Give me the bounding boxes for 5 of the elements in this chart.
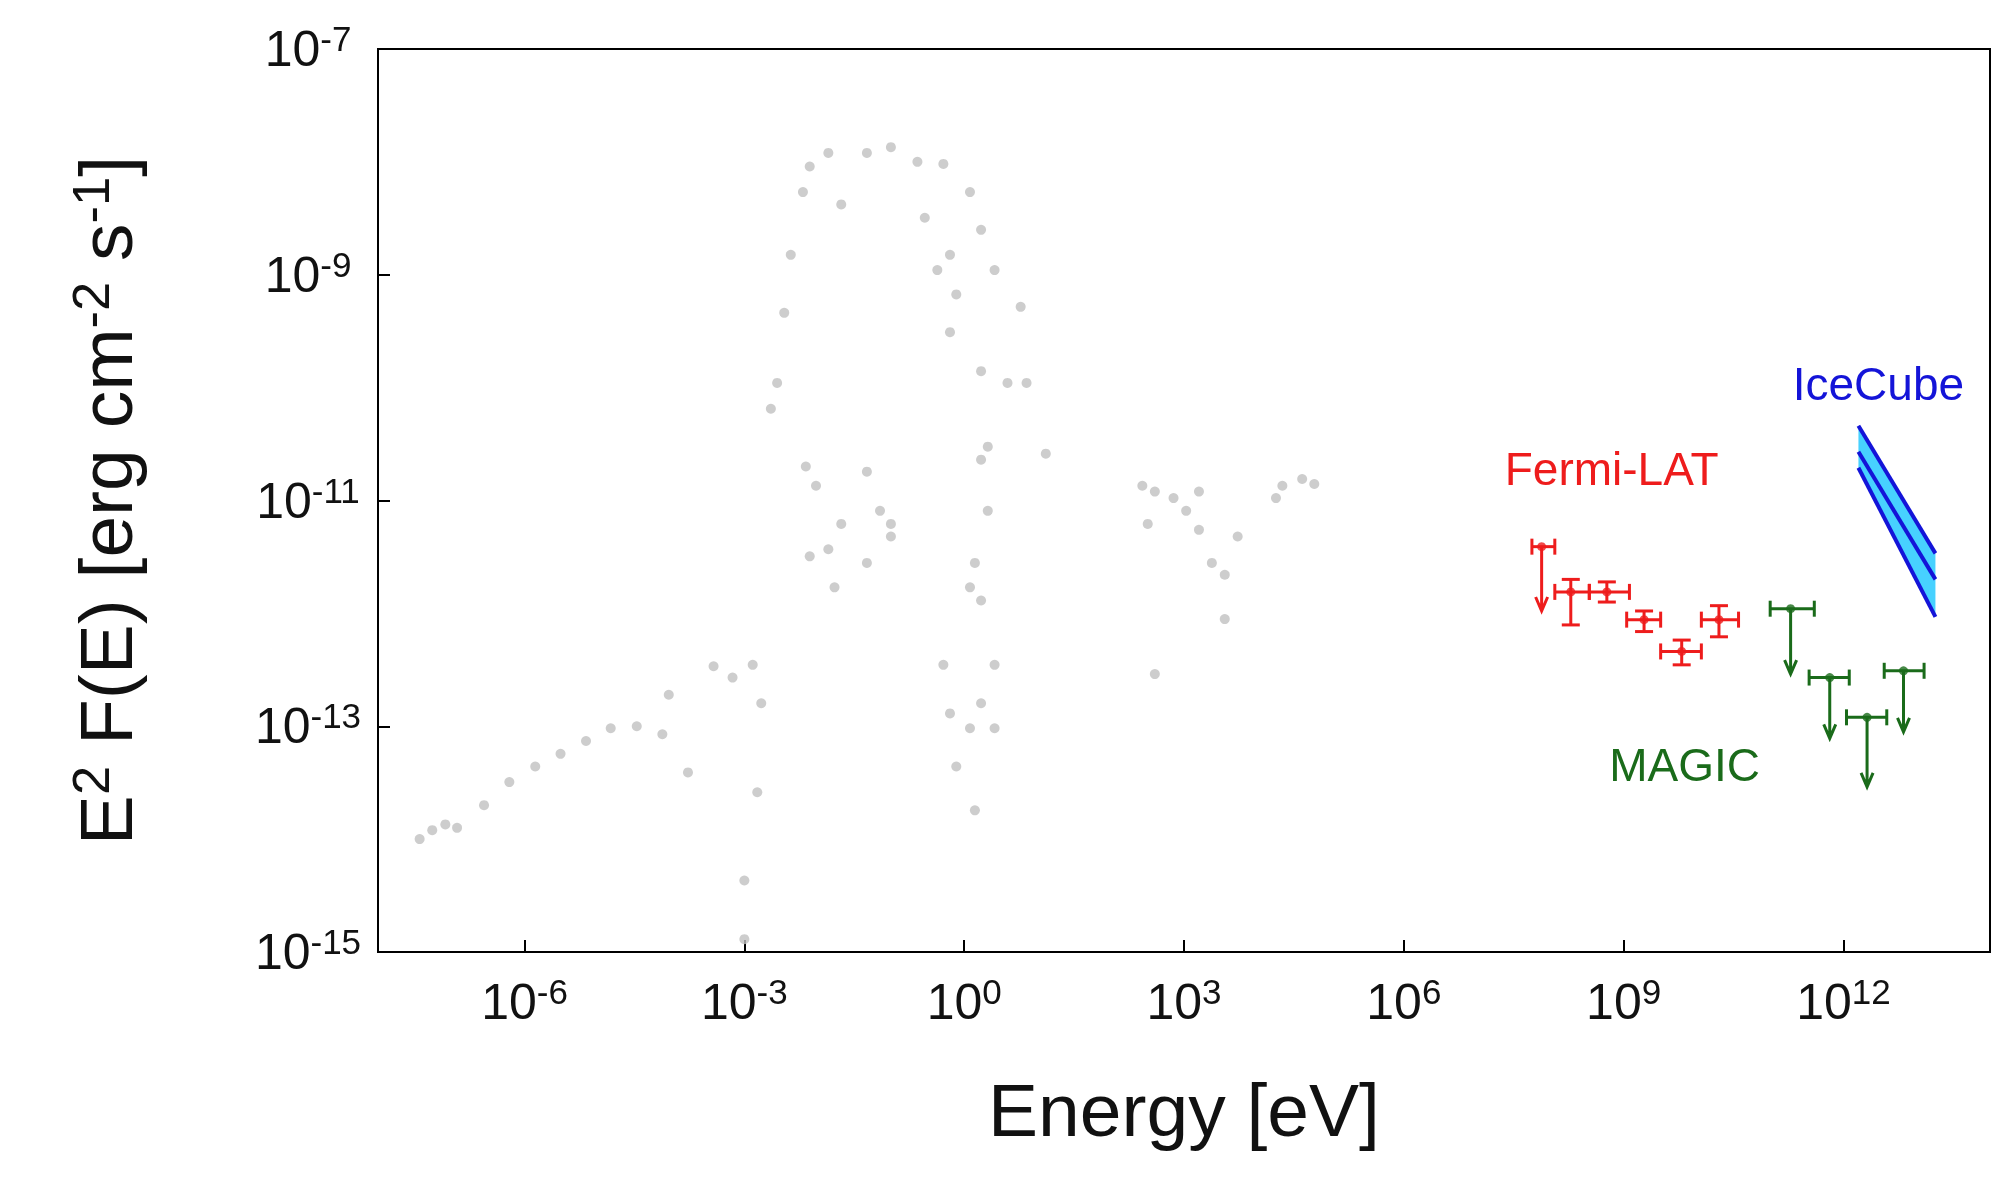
series-label: Fermi-LAT <box>1504 442 1719 495</box>
x-axis-title: Energy [eV] <box>988 1067 1380 1152</box>
y-axis-title: E2 F(E) [erg cm-2 s-1] <box>60 155 148 846</box>
series-label: MAGIC <box>1609 738 1760 791</box>
series-label: IceCube <box>1792 357 1965 410</box>
